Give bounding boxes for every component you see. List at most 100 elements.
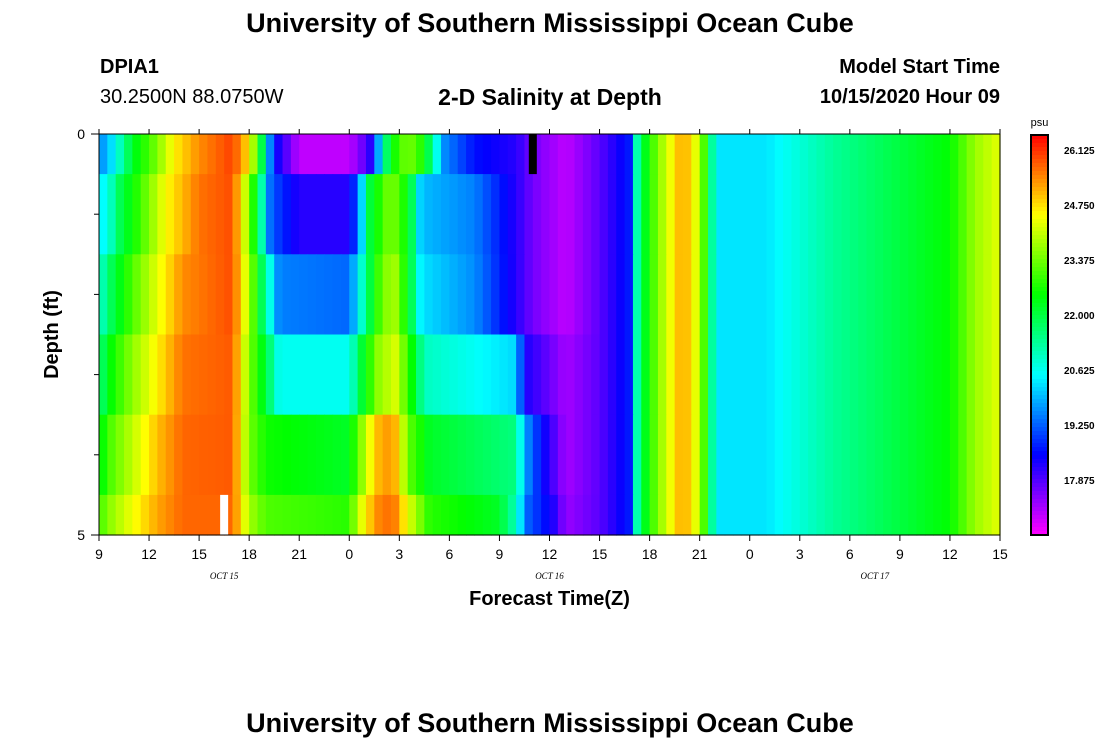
- heatmap-cell: [682, 134, 692, 175]
- colorbar-segment: [1031, 395, 1048, 400]
- heatmap-cell: [874, 414, 884, 496]
- heatmap-cell: [524, 494, 534, 536]
- heatmap-cell: [891, 254, 901, 336]
- heatmap-cell: [466, 334, 476, 416]
- heatmap-cell: [340, 334, 350, 416]
- heatmap-cell: [124, 414, 133, 496]
- heatmap-cell: [399, 334, 409, 416]
- heatmap-cell: [908, 254, 918, 336]
- colorbar-segment: [1031, 423, 1048, 428]
- heatmap-cell: [716, 414, 726, 496]
- heatmap-cell: [924, 134, 934, 175]
- heatmap-cell: [691, 494, 701, 536]
- heatmap-cell: [974, 174, 984, 255]
- heatmap-cell: [365, 174, 375, 255]
- heatmap-cell: [507, 414, 517, 496]
- heatmap-cell: [315, 134, 325, 175]
- colorbar-segment: [1031, 467, 1048, 472]
- heatmap-cell: [182, 334, 192, 416]
- heatmap-cell: [324, 414, 334, 496]
- heatmap-cell: [257, 414, 267, 496]
- heatmap-cell: [365, 254, 375, 336]
- heatmap-cell: [991, 414, 1001, 496]
- heatmap-cell: [749, 414, 759, 496]
- heatmap-cell: [190, 254, 200, 336]
- x-date-label: OCT 16: [535, 571, 564, 581]
- heatmap-cell: [157, 134, 167, 175]
- heatmap-cell: [507, 134, 517, 175]
- heatmap-cell: [966, 254, 976, 336]
- heatmap-cell: [240, 254, 250, 336]
- heatmap-cell: [140, 414, 150, 496]
- heatmap-cell: [557, 414, 567, 496]
- colorbar-segment: [1031, 219, 1048, 224]
- heatmap-cell: [883, 494, 893, 536]
- heatmap-cell: [949, 254, 959, 336]
- heatmap-cell: [574, 254, 584, 336]
- colorbar-segment: [1031, 167, 1048, 172]
- heatmap-cell: [916, 174, 926, 255]
- heatmap-cell: [190, 174, 200, 255]
- heatmap-cell: [691, 254, 701, 336]
- heatmap-cell: [282, 134, 292, 175]
- colorbar-segment: [1031, 531, 1048, 536]
- heatmap-cell: [199, 494, 209, 536]
- heatmap-cell: [883, 134, 893, 175]
- colorbar-segment: [1031, 235, 1048, 240]
- x-tick-label: 0: [746, 546, 754, 562]
- heatmap-cell: [766, 494, 776, 536]
- heatmap-cell: [441, 174, 450, 255]
- colorbar-tick-label: 26.125: [1064, 146, 1095, 157]
- heatmap-cell: [390, 414, 400, 496]
- heatmap-cell: [766, 254, 776, 336]
- heatmap-cell: [399, 254, 409, 336]
- colorbar-segment: [1031, 155, 1048, 160]
- heatmap-cell: [332, 494, 342, 536]
- heatmap-cell: [799, 254, 809, 336]
- x-tick-label: 21: [692, 546, 708, 562]
- heatmap-cell: [716, 254, 726, 336]
- x-tick-label: 15: [191, 546, 207, 562]
- heatmap-cell: [541, 334, 551, 416]
- heatmap-cell: [824, 334, 834, 416]
- heatmap-cell: [424, 494, 434, 536]
- heatmap-cell: [607, 494, 617, 536]
- heatmap-cell: [282, 334, 292, 416]
- heatmap-cell: [215, 334, 225, 416]
- heatmap-cell: [841, 494, 851, 536]
- heatmap-cell: [224, 494, 234, 536]
- heatmap-cell: [699, 174, 709, 255]
- heatmap-cell: [774, 134, 784, 175]
- heatmap-cell: [666, 494, 676, 536]
- heatmap-cell: [140, 134, 150, 175]
- colorbar-segment: [1031, 411, 1048, 416]
- colorbar-segment: [1031, 323, 1048, 328]
- heatmap-cell: [791, 174, 801, 255]
- heatmap-cell: [374, 254, 384, 336]
- heatmap-cell: [733, 134, 742, 175]
- heatmap-cell: [290, 254, 300, 336]
- heatmap-cell: [499, 414, 509, 496]
- heatmap-cell: [624, 254, 634, 336]
- heatmap-cell: [274, 174, 284, 255]
- heatmap-cell: [966, 134, 976, 175]
- colorbar-segment: [1031, 259, 1048, 264]
- colorbar-segment: [1031, 163, 1048, 168]
- heatmap-cell: [474, 334, 484, 416]
- heatmap-cell: [315, 174, 325, 255]
- heatmap-cell: [933, 254, 943, 336]
- heatmap-cell: [265, 414, 275, 496]
- heatmap-cell: [758, 254, 767, 336]
- heatmap-cell: [549, 494, 559, 536]
- heatmap-cell: [924, 414, 934, 496]
- heatmap-cell: [808, 134, 818, 175]
- heatmap-cell: [816, 174, 826, 255]
- heatmap-cell: [783, 174, 793, 255]
- colorbar-segment: [1031, 215, 1048, 220]
- heatmap-cell: [582, 254, 592, 336]
- heatmap-cell: [783, 134, 793, 175]
- heatmap-cell: [949, 334, 959, 416]
- heatmap-cell: [774, 174, 784, 255]
- heatmap-cell: [749, 494, 759, 536]
- heatmap-cell: [824, 174, 834, 255]
